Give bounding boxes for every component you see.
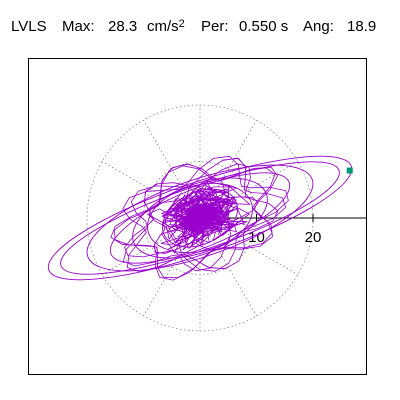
grid-spoke-240 <box>143 217 201 317</box>
max-unit: cm/s2 <box>147 16 185 38</box>
motion-trace <box>47 155 353 281</box>
grid-spoke-30 <box>199 161 299 219</box>
plot-frame: 10 20 <box>28 58 367 375</box>
marker-group <box>346 167 353 174</box>
orbit-loop-4 <box>109 172 291 264</box>
mid-loop-4 <box>122 155 289 273</box>
max-unit-text: cm/s <box>147 18 179 35</box>
period-label: Per: <box>201 18 229 35</box>
mid-loop-5 <box>123 157 287 272</box>
angle-label: Ang: <box>303 18 334 35</box>
max-label: Max: <box>62 18 95 35</box>
station-code: LVLS <box>11 18 47 35</box>
mid-loop-6 <box>148 177 259 254</box>
max-value: 28.3 <box>108 18 138 35</box>
period-value: 0.550 s <box>239 18 289 35</box>
x-tick-label-2: 20 <box>305 229 322 246</box>
mid-loop-3 <box>114 165 276 279</box>
chart-header: LVLS Max: 28.3 cm/s2 Per: 0.550 s Ang: 1… <box>0 16 400 40</box>
end-point-marker <box>346 167 353 174</box>
mid-loop-2 <box>124 163 279 272</box>
grid-spoke-150 <box>101 161 201 219</box>
orbit-loop-3 <box>86 164 314 272</box>
central-trace <box>146 180 251 256</box>
orbit-plot: 10 20 <box>47 104 366 332</box>
max-unit-exponent: 2 <box>178 18 185 31</box>
grid-spoke-60 <box>199 119 257 219</box>
angle-value: 18.9 <box>347 18 377 35</box>
